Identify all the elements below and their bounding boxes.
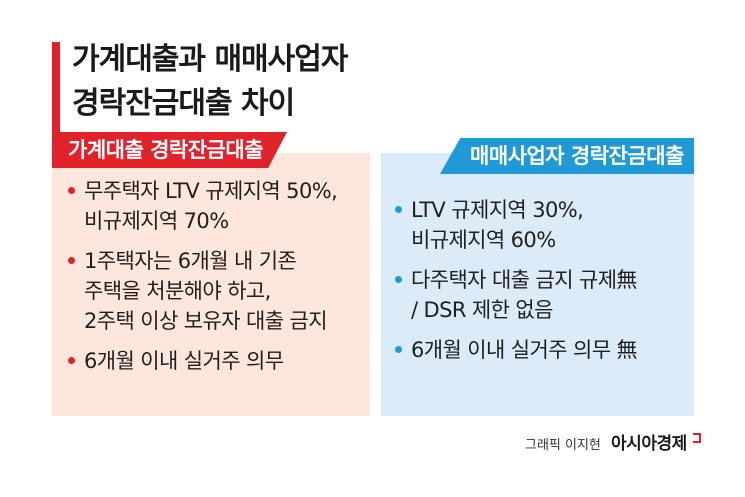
- title-line-2: 경락잔금대출 차이: [72, 86, 295, 121]
- household-loan-list: 무주택자 LTV 규제지역 50%, 비규제지역 70% 1주택자는 6개월 내…: [68, 176, 368, 386]
- list-item-line: LTV 규제지역 30%,: [411, 198, 584, 222]
- bullet-icon: [395, 276, 402, 283]
- title-accent-bar: [52, 42, 60, 132]
- business-loan-tab: 매매사업자 경락잔금대출: [440, 138, 694, 174]
- list-item-line: 주택을 처분해야 하고,: [84, 279, 271, 303]
- list-item-line: 1주택자는 6개월 내 기존: [84, 249, 297, 273]
- title-line-1: 가계대출과 매매사업자: [72, 42, 348, 77]
- logo-mark-icon: [692, 433, 701, 443]
- bullet-icon: [68, 357, 75, 364]
- list-item: 다주택자 대출 금지 규제無 / DSR 제한 없음: [395, 265, 691, 325]
- list-item: LTV 규제지역 30%, 비규제지역 60%: [395, 195, 691, 255]
- list-item-line: 비규제지역 70%: [84, 209, 229, 233]
- bullet-icon: [68, 187, 75, 194]
- list-item: 1주택자는 6개월 내 기존 주택을 처분해야 하고, 2주택 이상 보유자 대…: [68, 246, 368, 336]
- list-item-line: 비규제지역 60%: [411, 228, 556, 252]
- list-item-line: 6개월 이내 실거주 의무 無: [411, 338, 638, 362]
- list-item-line: 무주택자 LTV 규제지역 50%,: [84, 179, 338, 203]
- list-item: 무주택자 LTV 규제지역 50%, 비규제지역 70%: [68, 176, 368, 236]
- household-loan-panel: [52, 153, 370, 416]
- business-loan-panel: [381, 153, 694, 416]
- business-loan-list: LTV 규제지역 30%, 비규제지역 60% 다주택자 대출 금지 규제無 /…: [395, 195, 691, 375]
- household-loan-tab: 가계대출 경락잔금대출: [52, 132, 287, 168]
- list-item-line: 다주택자 대출 금지 규제無: [411, 268, 637, 292]
- credit-line: 그래픽 이지현 아시아경제: [525, 429, 701, 454]
- list-item-line: / DSR 제한 없음: [411, 298, 553, 322]
- graphic-credit: 그래픽 이지현: [525, 438, 601, 453]
- list-item: 6개월 이내 실거주 의무: [68, 346, 368, 376]
- publisher-logo: 아시아경제: [611, 434, 687, 454]
- list-item-line: 2주택 이상 보유자 대출 금지: [84, 309, 328, 333]
- bullet-icon: [395, 206, 402, 213]
- bullet-icon: [68, 257, 75, 264]
- bullet-icon: [395, 346, 402, 353]
- list-item-line: 6개월 이내 실거주 의무: [84, 349, 284, 373]
- list-item: 6개월 이내 실거주 의무 無: [395, 335, 691, 365]
- page-title: 가계대출과 매매사업자 경락잔금대출 차이: [72, 38, 348, 126]
